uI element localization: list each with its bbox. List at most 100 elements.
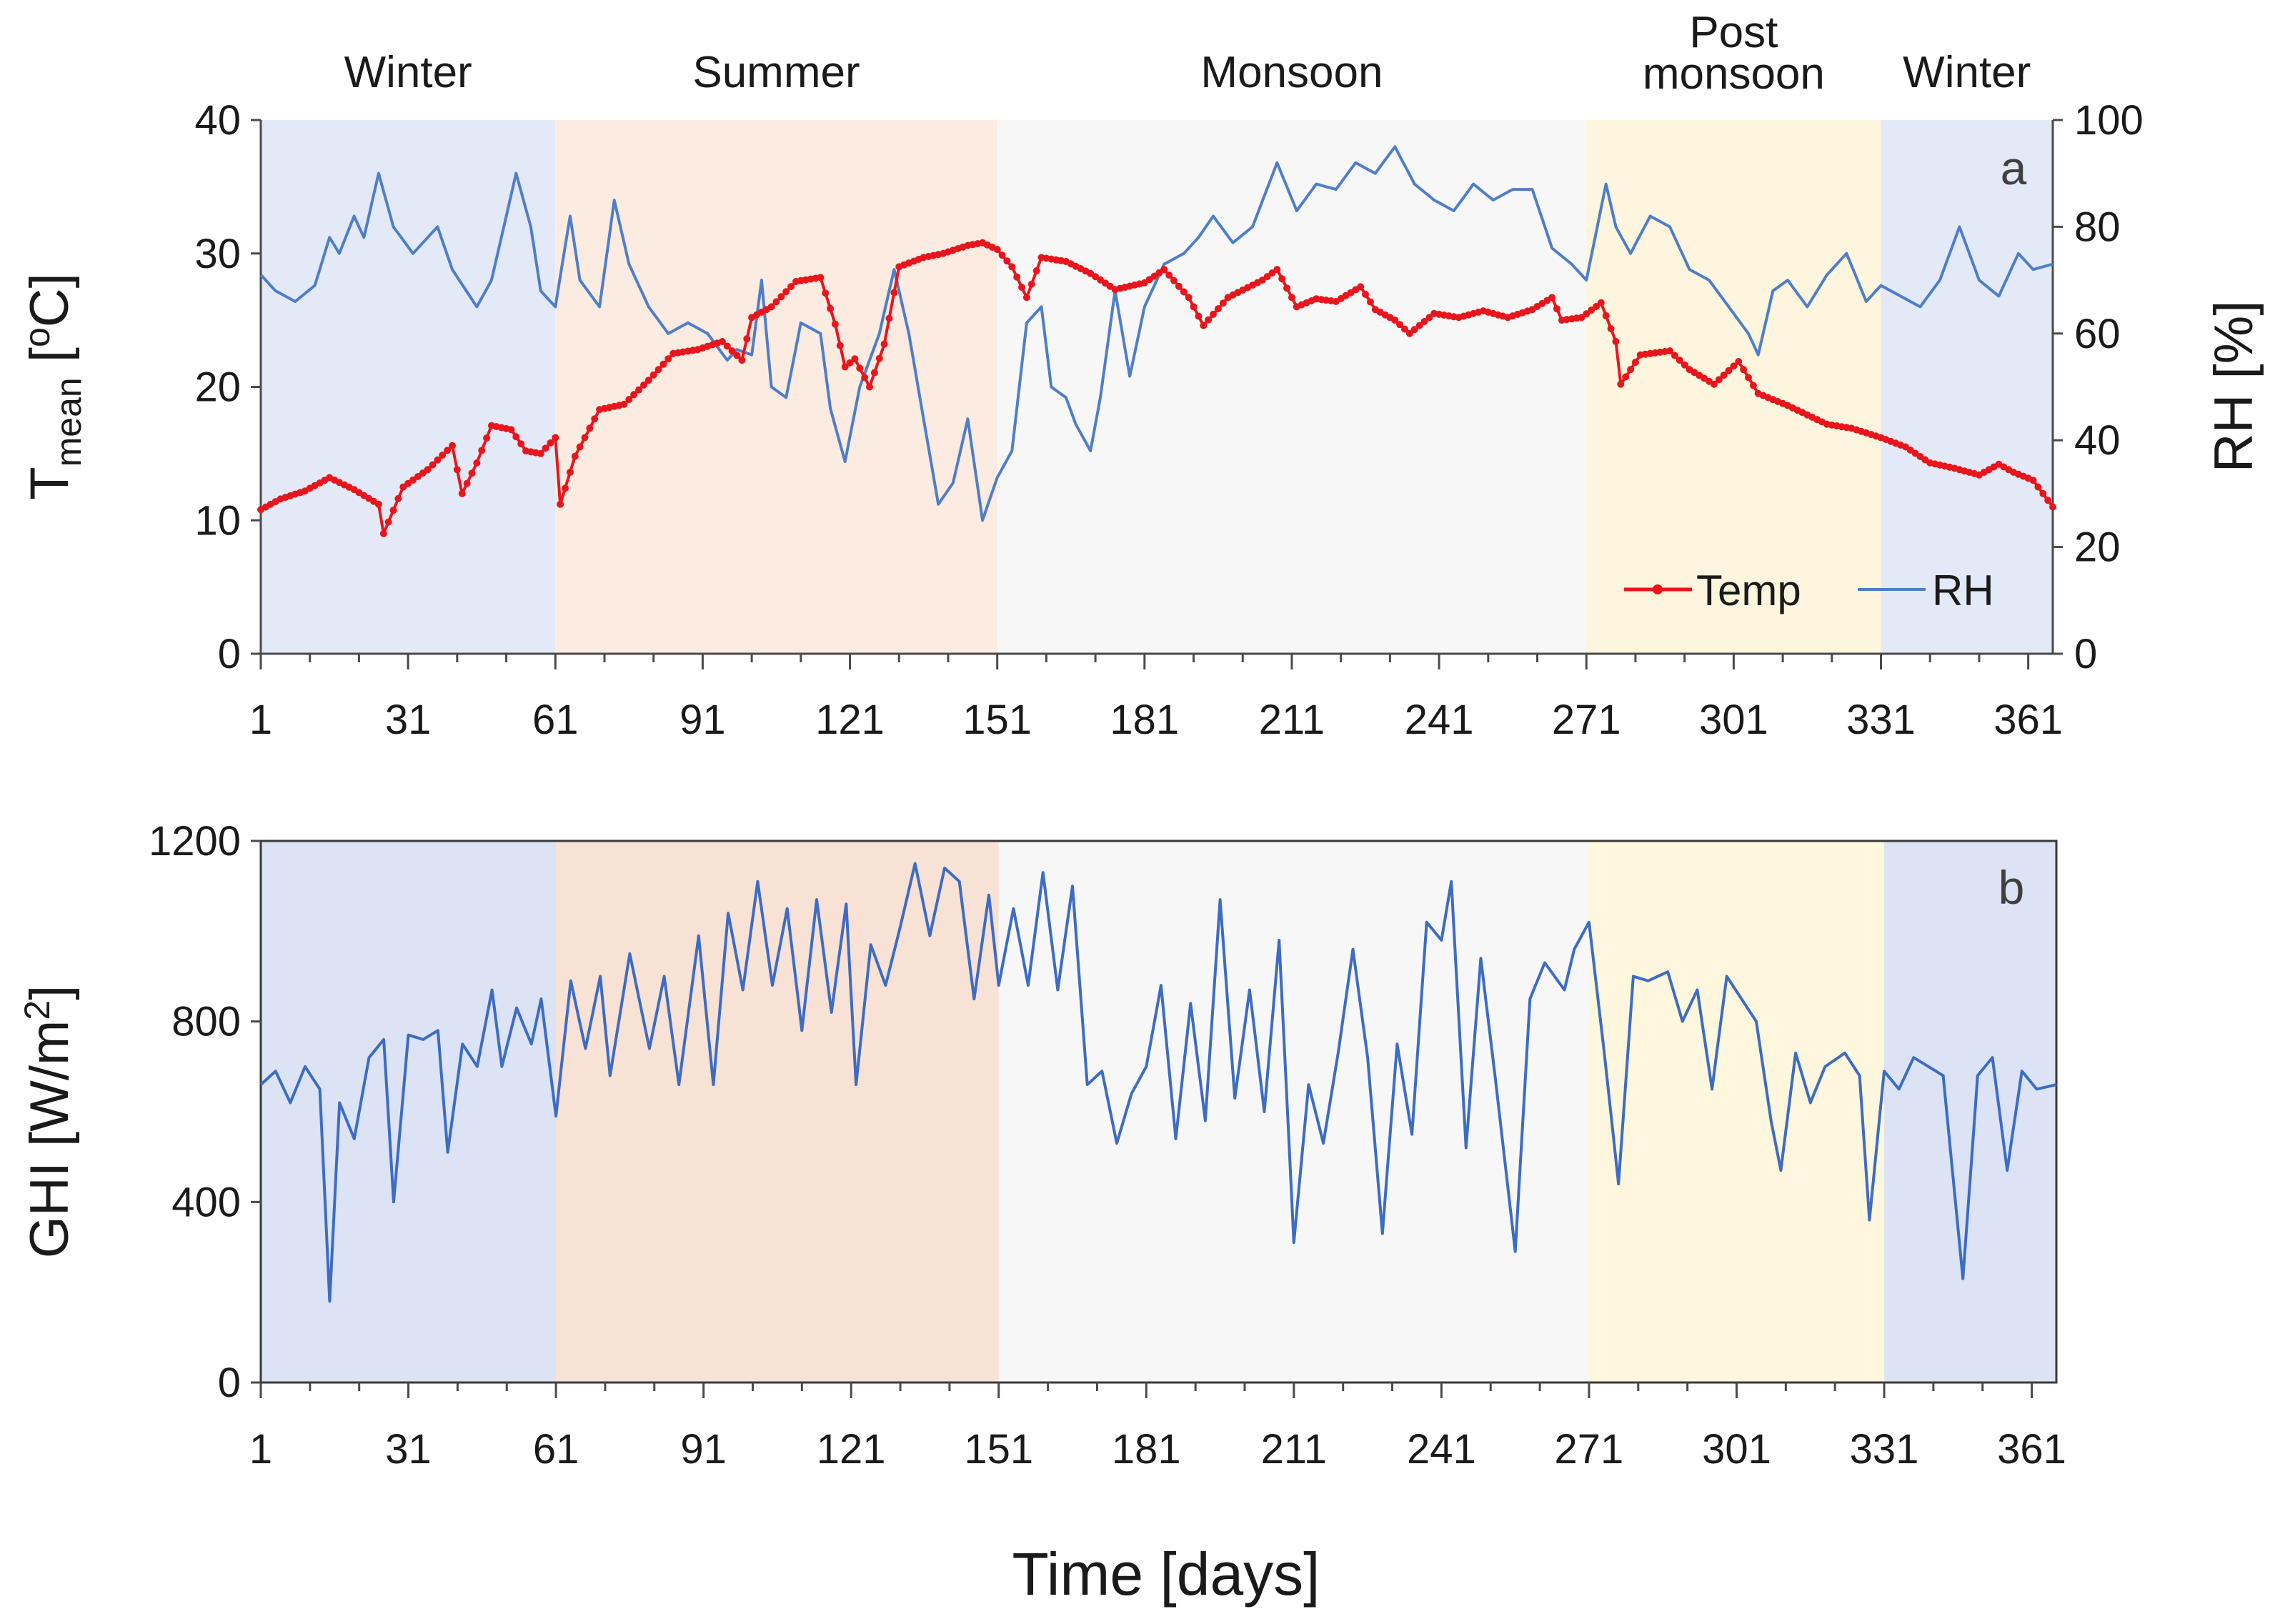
- ylabel-left-main: T: [19, 467, 80, 499]
- temp-point: [1553, 305, 1560, 313]
- temp-point: [537, 449, 544, 457]
- temp-point: [1415, 322, 1423, 329]
- panel-a-label: a: [2001, 141, 2027, 194]
- temp-point: [787, 283, 795, 291]
- temp-point: [1273, 266, 1281, 274]
- temp-point: [1214, 305, 1222, 313]
- temp-point: [1008, 263, 1016, 271]
- season-band-a: [1586, 120, 1881, 654]
- temp-point: [841, 363, 849, 371]
- b-xtick-label: 181: [1112, 1426, 1181, 1473]
- temp-point: [993, 246, 1001, 254]
- temp-point: [738, 357, 746, 364]
- ylabel-b-sup: 2: [17, 1000, 57, 1020]
- b-xtick-label: 91: [680, 1426, 727, 1473]
- temp-point: [1210, 310, 1217, 318]
- temp-point: [1425, 314, 1433, 322]
- a-xtick-label: 361: [1993, 697, 2063, 743]
- temp-point: [1032, 267, 1040, 274]
- temp-point: [743, 335, 751, 343]
- temp-point: [2044, 497, 2052, 504]
- temp-point: [571, 452, 579, 460]
- temp-point: [625, 396, 633, 404]
- temp-point: [1593, 303, 1600, 310]
- temp-point: [2039, 489, 2047, 497]
- season-band-b: [1588, 841, 1885, 1383]
- temp-point: [1735, 358, 1743, 365]
- temp-point: [429, 461, 437, 469]
- temp-point: [836, 342, 844, 349]
- panel-b-ghi-series: [259, 862, 2057, 1303]
- temp-point: [449, 442, 456, 449]
- temp-point: [1401, 325, 1408, 333]
- temp-point: [1715, 376, 1723, 384]
- x-axis-label: Time [days]: [1012, 1540, 1320, 1608]
- temp-point: [557, 500, 564, 508]
- temp-point: [414, 473, 422, 480]
- temp-point: [1612, 338, 1620, 345]
- temp-point: [2034, 483, 2042, 491]
- temp-point: [1278, 275, 1286, 283]
- season-label: Winter: [344, 48, 472, 97]
- temp-point: [1219, 299, 1227, 307]
- a-xtick-label: 61: [532, 697, 579, 743]
- season-band-a: [555, 120, 997, 654]
- temp-point: [439, 452, 447, 459]
- temp-point: [434, 456, 442, 464]
- temp-point: [846, 359, 854, 367]
- b-xtick-label: 241: [1407, 1426, 1476, 1473]
- temp-point: [591, 415, 599, 423]
- temp-point: [552, 434, 559, 442]
- temp-point: [576, 443, 584, 451]
- temp-point: [1588, 307, 1595, 314]
- a-right-ytick-label: 20: [2074, 524, 2121, 571]
- temp-point: [1597, 299, 1605, 307]
- temp-point: [389, 507, 397, 514]
- temp-point: [777, 293, 785, 301]
- a-xtick-label: 181: [1110, 697, 1179, 743]
- temp-point: [649, 371, 657, 379]
- b-ytick-label: 400: [171, 1179, 241, 1225]
- temp-point: [1185, 294, 1193, 302]
- temp-point: [1200, 322, 1208, 329]
- temp-point: [507, 426, 515, 434]
- season-label: Monsoon: [1200, 48, 1383, 97]
- temp-point: [1730, 362, 1738, 370]
- temp-point: [1165, 272, 1173, 279]
- season-label: monsoon: [1643, 49, 1825, 99]
- temp-point: [1018, 284, 1025, 292]
- legend-rh-label: RH: [1932, 567, 1994, 614]
- b-xtick-label: 271: [1555, 1426, 1624, 1473]
- a-right-ytick-label: 40: [2074, 417, 2121, 464]
- a-left-ytick-label: 10: [194, 497, 241, 544]
- panel-a-season-backgrounds: [261, 120, 2053, 654]
- temp-point: [875, 354, 883, 362]
- temp-point: [817, 274, 825, 282]
- panel-b-ylabel: GHI [W/m2]: [17, 985, 80, 1258]
- temp-point: [664, 355, 672, 363]
- temp-point: [772, 298, 780, 306]
- temp-point: [866, 383, 873, 391]
- temp-point: [1170, 277, 1178, 284]
- season-band-a: [997, 120, 1587, 654]
- b-ytick-label: 800: [171, 999, 241, 1045]
- a-xtick-label: 31: [385, 697, 432, 743]
- temp-point: [1362, 291, 1369, 298]
- temp-point: [1263, 273, 1271, 281]
- a-right-ytick-label: 60: [2074, 311, 2121, 357]
- temp-point: [620, 400, 628, 408]
- temp-point: [1745, 374, 1752, 382]
- temp-point: [581, 434, 589, 442]
- temp-point: [1357, 283, 1365, 291]
- b-ytick-label: 1200: [149, 818, 241, 865]
- panel-b-axes: 0 400 800 1200 1 31 61 91 121 151 181 211 241 271 301 3…: [149, 818, 2066, 1473]
- temp-point: [374, 500, 382, 508]
- temp-point: [562, 484, 569, 492]
- temp-point: [468, 469, 476, 477]
- temp-point: [1022, 294, 1030, 302]
- temp-point: [394, 494, 402, 502]
- temp-point: [517, 440, 525, 448]
- a-xtick-label: 151: [962, 697, 1032, 743]
